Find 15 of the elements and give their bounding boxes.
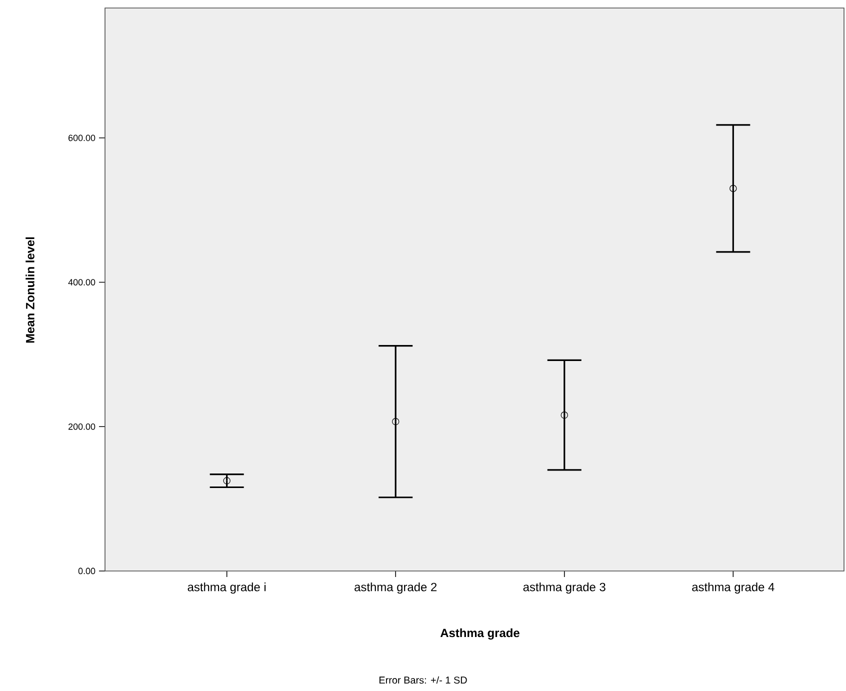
point — [392, 418, 400, 426]
x-tick-label: asthma grade 3 — [523, 582, 606, 594]
y-tick-label: 0.00 — [78, 568, 96, 574]
x-tick-label: asthma grade 2 — [354, 582, 437, 594]
x-tick-label: asthma grade 4 — [692, 582, 774, 594]
y-tick-label: 600.00 — [68, 134, 96, 142]
x-tick-label: asthma grade i — [188, 582, 266, 594]
y-tick-label: 400.00 — [68, 279, 96, 286]
point — [223, 477, 230, 484]
x-axis-title: Asthma grade — [440, 628, 520, 640]
y-tick-label: 200.00 — [68, 423, 96, 430]
point — [560, 411, 568, 419]
y-axis-title: Mean Zonulin level — [26, 237, 34, 343]
text: Error Bars: +/- 1 SD — [379, 676, 467, 684]
point — [730, 184, 737, 192]
